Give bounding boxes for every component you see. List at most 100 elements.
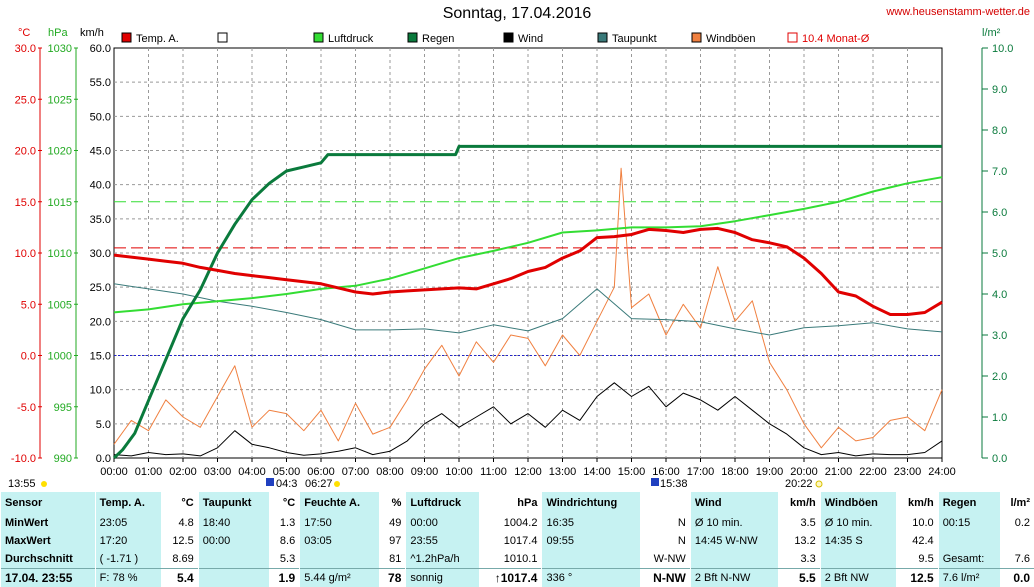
rain-tick-label: 9.0 [992, 84, 1007, 96]
temp-tick-label: 20.0 [15, 146, 36, 158]
hum-min-value: 49 [389, 516, 402, 529]
x-tick-label: 02:00 [169, 466, 197, 478]
temp-avg-note: ( -1.71 ) [94, 549, 162, 569]
moon-icon [815, 480, 823, 488]
hum-title: Feuchte A. [299, 492, 379, 514]
rain-tick-label: 10.0 [992, 43, 1013, 55]
legend-label: Temp. A. [136, 33, 179, 45]
series-line [113, 226, 943, 316]
row-label-min: MinWert [0, 513, 96, 532]
x-tick-label: 14:00 [583, 466, 611, 478]
temp-cur-value: 5.4 [161, 567, 199, 587]
website-link[interactable]: www.heusenstamm-wetter.de [886, 6, 1030, 18]
wind-tick-label: 30.0 [90, 248, 111, 260]
temp-min-value: 4.8 [178, 516, 194, 529]
legend-swatch [313, 32, 324, 43]
rain-tick-label: 1.0 [992, 412, 1007, 424]
series-line [113, 176, 943, 314]
sun-icon [334, 481, 340, 487]
x-tick-label: 09:00 [411, 466, 439, 478]
hum-avg-note [299, 549, 379, 569]
gust-avg-value: 9.5 [918, 552, 934, 565]
x-tick-label: 03:00 [204, 466, 232, 478]
row-label-max: MaxWert [0, 531, 96, 550]
temp-min-time: 23:05 [94, 513, 162, 532]
press-avg-value: 1010.1 [503, 552, 538, 565]
wind-tick-label: 10.0 [90, 385, 111, 397]
rain-avg-value: 7.6 [1014, 552, 1030, 565]
sun-icon [41, 481, 47, 487]
rain-tick-label: 4.0 [992, 289, 1007, 301]
x-tick-label: 23:00 [894, 466, 922, 478]
legend-swatch [407, 32, 418, 43]
legend-label: 10.4 Monat-Ø [802, 33, 870, 45]
temp-unit: °C [181, 496, 194, 509]
dir-min-time: 16:35 [541, 513, 640, 532]
temp-title: Temp. A. [94, 492, 162, 514]
rain-avg-note: Gesamt: [937, 549, 1000, 569]
pressure-tick-label: 1030 [48, 43, 72, 55]
temp-tick-label: 30.0 [15, 43, 36, 55]
gust-title: Windböen [819, 492, 897, 514]
gust-cur-value: 12.5 [896, 567, 939, 587]
pressure-tick-label: 990 [54, 453, 72, 465]
pressure-tick-label: 1020 [48, 146, 72, 158]
rain-cur-value: 0.0 [999, 567, 1034, 587]
sunrise-icon [266, 478, 274, 486]
temp-tick-label: -5.0 [17, 402, 36, 414]
page-title: Sonntag, 17.04.2016 [442, 5, 592, 22]
wind-tick-label: 35.0 [90, 214, 111, 226]
wind-title: Wind [689, 492, 779, 514]
wind-unit: km/h [790, 496, 816, 509]
sun-left-time: 13:55 [8, 478, 36, 490]
gust-unit: km/h [908, 496, 934, 509]
dew-title: Taupunkt [197, 492, 269, 514]
dew-unit: °C [282, 496, 296, 509]
rain-unit-label: l/m² [982, 27, 1001, 39]
press-unit: hPa [517, 496, 538, 509]
press-avg-note: ^1.2hPa/h [405, 549, 479, 569]
series-line [113, 167, 943, 449]
hum-min-time: 17:50 [299, 513, 379, 532]
wind-cur-value: 5.5 [778, 567, 821, 587]
wind-tick-label: 20.0 [90, 316, 111, 328]
wind-avg-note [689, 549, 779, 569]
dir-max-value: N [677, 534, 686, 547]
hum-cur-note: 5.44 g/m² [299, 567, 379, 587]
x-tick-label: 07:00 [342, 466, 370, 478]
dew-min-value: 1.3 [279, 516, 296, 529]
wind-tick-label: 60.0 [90, 43, 111, 55]
stats-table: Sensor Temp. A. °C Taupunkt °C Feuchte A… [0, 492, 1034, 587]
wind-min-value: 3.5 [800, 516, 816, 529]
dew-avg-value: 5.3 [279, 552, 296, 565]
temp-avg-value: 8.69 [172, 552, 194, 565]
x-tick-label: 11:00 [480, 466, 507, 478]
press-max-time: 23:55 [405, 531, 479, 550]
wind-tick-label: 50.0 [90, 111, 111, 123]
wind-avg-value: 3.3 [800, 552, 816, 565]
legend-swatch [787, 32, 798, 43]
wind-tick-label: 5.0 [96, 419, 111, 431]
legend-swatch [691, 32, 702, 43]
sunrise-sun-time: 06:27 [305, 478, 333, 490]
legend-swatch [121, 32, 132, 43]
press-cur-note: sonnig [405, 567, 479, 587]
rain-tick-label: 7.0 [992, 166, 1007, 178]
hum-avg-value: 81 [389, 552, 402, 565]
gust-max-value: 42.4 [912, 534, 934, 547]
rain-title: Regen [937, 492, 1000, 514]
temp-unit-label: °C [18, 27, 30, 39]
rain-min-value: 0.2 [1014, 516, 1030, 529]
x-tick-label: 13:00 [549, 466, 577, 478]
x-tick-label: 04:00 [238, 466, 266, 478]
press-min-time: 00:00 [405, 513, 479, 532]
rain-tick-label: 0.0 [992, 453, 1007, 465]
temp-tick-label: 0.0 [21, 351, 36, 363]
gust-cur-note: 2 Bft NW [819, 567, 897, 587]
wind-tick-label: 45.0 [90, 146, 111, 158]
x-tick-label: 16:00 [652, 466, 680, 478]
rain-max-time [937, 531, 1000, 550]
legend-label: Windböen [706, 33, 756, 45]
x-tick-label: 15:00 [618, 466, 646, 478]
rain-cur-note: 7.6 l/m² [937, 567, 1000, 587]
